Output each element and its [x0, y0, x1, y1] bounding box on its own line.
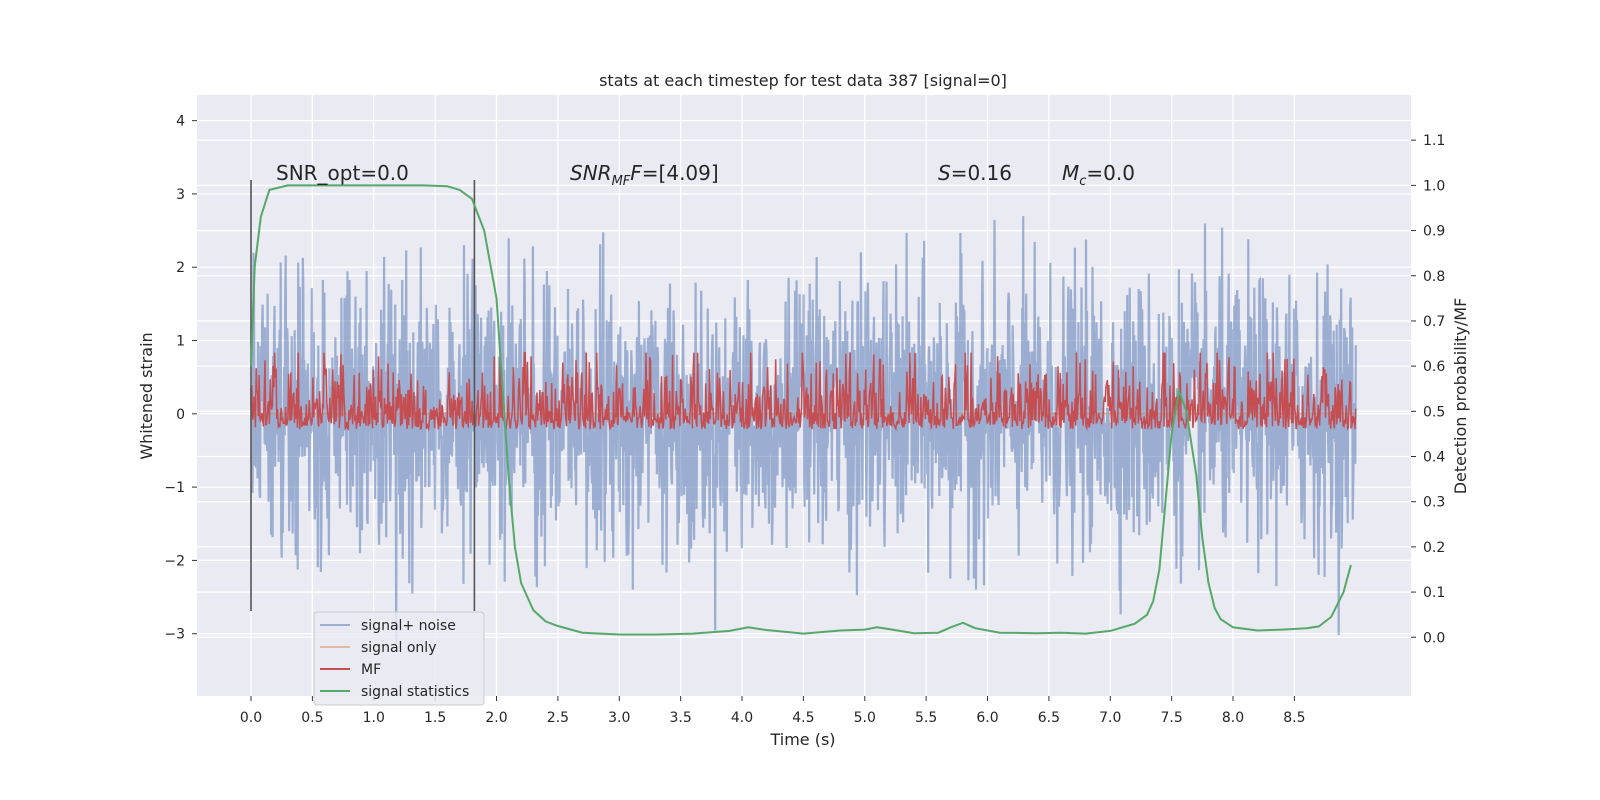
y-axis-label-left: Whitened strain: [137, 332, 156, 459]
y-tick-label-right: 0.2: [1423, 540, 1445, 556]
x-tick-label: 1.5: [424, 710, 446, 726]
y-tick-label-right: 0.9: [1423, 224, 1445, 240]
legend-box: [313, 611, 485, 706]
y-tick-label-right: 0.4: [1423, 450, 1445, 466]
y-tick-label-right: 1.1: [1423, 133, 1445, 149]
x-tick-label: 0.0: [240, 710, 262, 726]
annotation-snr-mf: SNRMFF=[4.09]: [570, 161, 719, 189]
legend-label-mf: MF: [361, 662, 381, 678]
legend-label-signal-statistics: signal statistics: [361, 684, 469, 700]
y-tick-label-left: −3: [164, 627, 185, 643]
y-tick-label-right: 0.3: [1423, 495, 1445, 511]
y-tick-label-left: 4: [176, 114, 185, 130]
y-tick-label-right: 0.1: [1423, 585, 1445, 601]
y-tick-label-left: 1: [176, 334, 185, 350]
x-tick-label: 6.0: [976, 710, 998, 726]
x-tick-label: 0.5: [301, 710, 323, 726]
y-tick-label-right: 0.7: [1423, 314, 1445, 330]
x-tick-label: 2.0: [485, 710, 507, 726]
y-tick-label-right: 0.0: [1423, 630, 1445, 646]
annotation-mc: Mc=0.0: [1062, 161, 1135, 189]
y-tick-label-right: 0.5: [1423, 404, 1445, 420]
x-tick-label: 8.0: [1222, 710, 1244, 726]
signal-noise-line: [249, 216, 1357, 648]
x-tick-label: 3.0: [608, 710, 630, 726]
series-signal-statistics: [250, 184, 1352, 636]
y-tick-label-right: 1.0: [1423, 178, 1445, 194]
series-signal-noise: [249, 216, 1357, 648]
x-tick-label: 7.5: [1161, 710, 1183, 726]
y-tick-label-left: 2: [176, 260, 185, 276]
x-tick-label: 6.5: [1038, 710, 1060, 726]
x-axis-label: Time (s): [769, 730, 835, 749]
legend-label-signal-only: signal only: [361, 640, 436, 656]
signal-statistics-line: [250, 184, 1352, 636]
y-tick-label-right: 0.6: [1423, 359, 1445, 375]
legend-label-signal-noise: signal+ noise: [361, 618, 456, 634]
y-tick-label-left: −1: [164, 480, 185, 496]
vertical-markers: [250, 180, 476, 611]
y-tick-label-right: 0.8: [1423, 269, 1445, 285]
x-tick-label: 4.0: [731, 710, 753, 726]
x-tick-label: 5.0: [854, 710, 876, 726]
y-axis-label-right: Detection probability/MF: [1451, 298, 1470, 495]
y-tick-label-left: −2: [164, 553, 185, 569]
legend: signal+ noise signal only MF signal stat…: [313, 611, 485, 706]
x-tick-label: 5.5: [915, 710, 937, 726]
y-tick-label-left: 3: [176, 187, 185, 203]
tick-labels: 0.0 0.5 1.0 1.5 2.0 2.5 3.0 3.5 4.0 4.5 5.0 5.5 6.0 6…: [164, 114, 1445, 726]
x-tick-label: 2.5: [547, 710, 569, 726]
x-tick-label: 7.0: [1099, 710, 1121, 726]
x-tick-label: 3.5: [670, 710, 692, 726]
y-tick-label-left: 0: [176, 407, 185, 423]
x-tick-label: 8.5: [1283, 710, 1305, 726]
mf-line: [250, 351, 1357, 432]
x-tick-label: 1.0: [363, 710, 385, 726]
annotation-s: S=0.16: [938, 161, 1012, 185]
chart-title: stats at each timestep for test data 387…: [599, 71, 1007, 90]
annotation-snr-opt: SNR_opt=0.0: [276, 161, 409, 185]
series-mf: [250, 351, 1357, 432]
x-tick-label: 4.5: [792, 710, 814, 726]
